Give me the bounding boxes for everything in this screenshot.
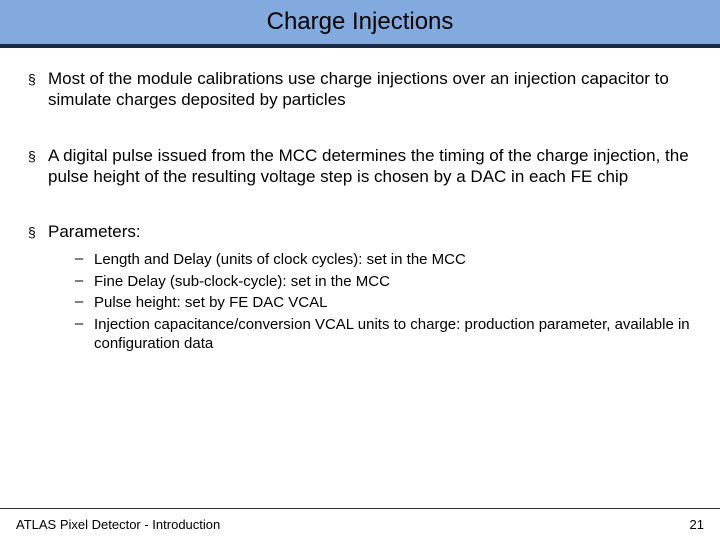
slide-title: Charge Injections (267, 8, 454, 36)
sub-list: – Length and Delay (units of clock cycle… (72, 250, 692, 354)
bullet-item-parameters: § Parameters: – Length and Delay (units … (28, 221, 692, 356)
bullet-marker: § (28, 224, 38, 240)
bullet-marker: § (28, 71, 38, 87)
footer: ATLAS Pixel Detector - Introduction 21 (0, 508, 720, 540)
bullet-item: § A digital pulse issued from the MCC de… (28, 145, 692, 188)
bullet-text: A digital pulse issued from the MCC dete… (48, 145, 692, 188)
footer-left: ATLAS Pixel Detector - Introduction (16, 517, 220, 532)
sub-text: Pulse height: set by FE DAC VCAL (94, 293, 327, 313)
sub-marker: – (72, 250, 86, 267)
bullet-text: Parameters: (48, 221, 692, 242)
sub-item: – Pulse height: set by FE DAC VCAL (72, 293, 692, 313)
sub-item: – Injection capacitance/conversion VCAL … (72, 315, 692, 354)
sub-item: – Length and Delay (units of clock cycle… (72, 250, 692, 270)
sub-text: Fine Delay (sub-clock-cycle): set in the… (94, 272, 390, 292)
sub-marker: – (72, 272, 86, 289)
sub-text: Injection capacitance/conversion VCAL un… (94, 315, 692, 354)
sub-marker: – (72, 315, 86, 332)
sub-item: – Fine Delay (sub-clock-cycle): set in t… (72, 272, 692, 292)
content-area: § Most of the module calibrations use ch… (0, 48, 720, 356)
bullet-marker: § (28, 148, 38, 164)
sub-text: Length and Delay (units of clock cycles)… (94, 250, 466, 270)
title-bar: Charge Injections (0, 0, 720, 48)
bullet-text: Most of the module calibrations use char… (48, 68, 692, 111)
bullet-item: § Most of the module calibrations use ch… (28, 68, 692, 111)
page-number: 21 (690, 517, 704, 532)
sub-marker: – (72, 293, 86, 310)
